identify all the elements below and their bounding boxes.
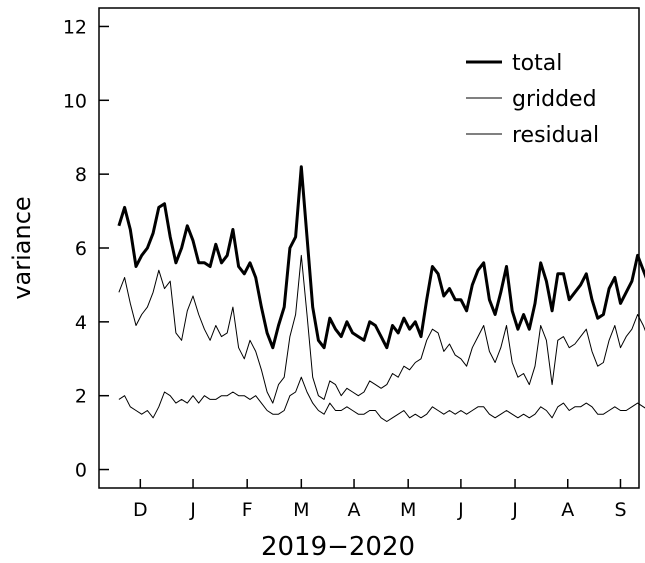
y-tick-label-3: 6: [75, 238, 87, 260]
legend: total gridded residual: [466, 51, 599, 148]
series-lines: [117, 165, 645, 422]
series-line-residual: [118, 376, 645, 422]
legend-label-residual: residual: [512, 123, 599, 148]
y-tick-label-2: 4: [75, 312, 87, 334]
x-tick-label-1: J: [189, 499, 196, 521]
x-tick-label-4: A: [348, 499, 361, 521]
y-tick-label-1: 2: [75, 386, 87, 408]
series-line-gridded: [118, 254, 645, 404]
y-tick-label-5: 10: [63, 90, 87, 112]
x-tick-label-6: J: [457, 499, 464, 521]
x-tick-label-8: A: [561, 499, 574, 521]
x-tick-label-7: J: [511, 499, 518, 521]
x-tick-label-0: D: [133, 499, 148, 521]
x-tick-label-5: M: [400, 499, 416, 521]
x-axis-title: 2019−2020: [261, 532, 415, 562]
y-tick-label-0: 0: [75, 460, 87, 482]
x-tick-label-3: M: [293, 499, 309, 521]
y-tick-label-6: 12: [63, 16, 87, 38]
x-tick-label-2: F: [242, 499, 253, 521]
legend-label-total: total: [512, 51, 562, 76]
series-line-total: [117, 165, 645, 350]
x-axis: DJFMAMJJASON: [133, 479, 627, 521]
legend-label-gridded: gridded: [512, 87, 597, 112]
y-tick-label-4: 8: [75, 164, 87, 186]
y-axis-title: variance: [8, 196, 36, 299]
x-tick-label-9: S: [614, 499, 626, 521]
y-axis: 0 2 4 6 8 10 12: [63, 16, 109, 482]
